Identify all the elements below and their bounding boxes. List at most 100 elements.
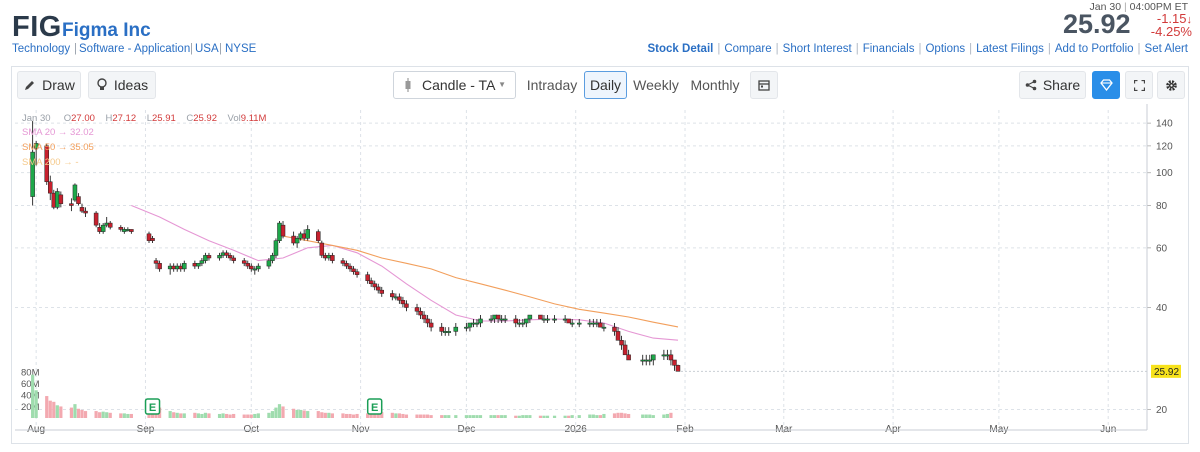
volume-bar xyxy=(193,412,197,418)
price-change-percent: -4.25% xyxy=(1150,24,1192,39)
tab-monthly[interactable]: Monthly xyxy=(690,77,740,93)
nav-add-to-portfolio[interactable]: Add to Portfolio xyxy=(1054,43,1134,55)
candle xyxy=(474,322,480,325)
volume-bar xyxy=(327,412,331,418)
volume-bar xyxy=(415,414,419,418)
nav-set-alert[interactable]: Set Alert xyxy=(1144,43,1188,55)
candle xyxy=(626,354,631,361)
ideas-button[interactable]: Ideas xyxy=(88,71,156,99)
premium-button[interactable] xyxy=(1092,71,1120,99)
volume-bar xyxy=(425,414,430,418)
volume-bar xyxy=(207,413,211,418)
candle-icon xyxy=(405,78,411,92)
nav-compare[interactable]: Compare xyxy=(724,43,772,55)
nav-latest-filings[interactable]: Latest Filings xyxy=(976,43,1044,55)
volume-bar xyxy=(570,415,574,418)
share-button-label: Share xyxy=(1042,77,1081,93)
high-label: H xyxy=(105,113,113,124)
fullscreen-button[interactable] xyxy=(1125,71,1153,99)
tab-intraday[interactable]: Intraday xyxy=(526,77,578,93)
candle xyxy=(182,263,187,270)
sector-link[interactable]: Technology xyxy=(12,43,71,55)
volume-bar xyxy=(563,415,567,418)
candle xyxy=(545,318,550,321)
tab-weekly[interactable]: Weekly xyxy=(633,77,679,93)
volume-tick-label: 60M xyxy=(21,379,40,390)
candle xyxy=(273,240,279,256)
volume-bar xyxy=(443,415,447,418)
volume-bar xyxy=(69,407,74,418)
volume-bar xyxy=(344,413,349,418)
meta-separator: | xyxy=(74,43,77,55)
company-name-link[interactable]: Figma Inc xyxy=(62,20,151,41)
settings-button[interactable] xyxy=(1157,71,1185,99)
calendar-button[interactable] xyxy=(750,71,778,99)
candle xyxy=(245,263,250,267)
nav-financials[interactable]: Financials xyxy=(862,43,915,55)
candle xyxy=(425,318,430,324)
industry-link[interactable]: Software - Application xyxy=(79,43,191,55)
volume-bar xyxy=(256,413,260,418)
calendar-icon xyxy=(758,80,770,91)
volume-bar xyxy=(528,415,532,418)
draw-button-label: Draw xyxy=(42,77,75,93)
volume-bar xyxy=(627,413,631,418)
volume-bar xyxy=(73,404,77,418)
volume-bar xyxy=(390,412,394,418)
last-price-badge xyxy=(1151,364,1181,378)
candle xyxy=(351,268,356,272)
volume-bar xyxy=(644,414,648,418)
draw-button[interactable]: Draw xyxy=(17,71,81,99)
chart-type-select[interactable]: Candle - TA ▼ xyxy=(393,71,516,99)
volume-bar xyxy=(500,415,504,418)
volume-bar xyxy=(270,411,275,418)
candle xyxy=(83,210,88,214)
volume-bar xyxy=(542,415,546,418)
volume-bar xyxy=(552,415,557,418)
exchange-link[interactable]: NYSE xyxy=(225,43,257,55)
volume-bar xyxy=(98,412,102,418)
y-tick-label: 120 xyxy=(1156,141,1173,152)
volume-bar xyxy=(52,401,56,418)
candle xyxy=(379,289,385,294)
country-link[interactable]: USA xyxy=(195,43,219,55)
share-button[interactable]: Share xyxy=(1019,71,1086,99)
nav-options[interactable]: Options xyxy=(925,43,966,55)
candle xyxy=(672,359,677,366)
volume-bar xyxy=(429,415,433,418)
candle xyxy=(319,242,325,256)
volume-bar xyxy=(514,415,518,418)
volume-bar xyxy=(330,413,334,418)
candle xyxy=(513,318,519,324)
volume-bar xyxy=(179,413,183,418)
candle xyxy=(76,196,81,204)
earnings-marker-label: E xyxy=(149,402,156,414)
last-price-badge-label: 25.92 xyxy=(1154,367,1179,378)
volume-bar xyxy=(464,415,468,418)
candle xyxy=(48,181,53,194)
candle xyxy=(249,265,254,270)
candle xyxy=(217,255,222,259)
earnings-marker[interactable] xyxy=(366,398,383,415)
volume-bar xyxy=(401,413,405,418)
close-label: C xyxy=(186,113,194,124)
volume-bar xyxy=(348,413,352,418)
volume-bar xyxy=(478,415,483,418)
open-label: O xyxy=(63,113,72,124)
nav-short-interest[interactable]: Short Interest xyxy=(782,43,852,55)
volume-bar xyxy=(274,407,278,418)
candle xyxy=(33,143,39,149)
candle xyxy=(294,238,300,244)
volume-bar xyxy=(31,374,35,418)
ticker-symbol: FIG xyxy=(12,11,62,43)
nav-stock-detail[interactable]: Stock Detail xyxy=(647,43,714,55)
volume-bar xyxy=(471,415,476,418)
volume-bar xyxy=(217,413,222,418)
volume-bar xyxy=(323,412,327,418)
volume-bar xyxy=(595,415,599,418)
tab-daily[interactable]: Daily xyxy=(584,71,627,99)
earnings-marker[interactable] xyxy=(144,398,161,415)
volume-bar xyxy=(355,413,359,418)
candle xyxy=(488,318,494,321)
